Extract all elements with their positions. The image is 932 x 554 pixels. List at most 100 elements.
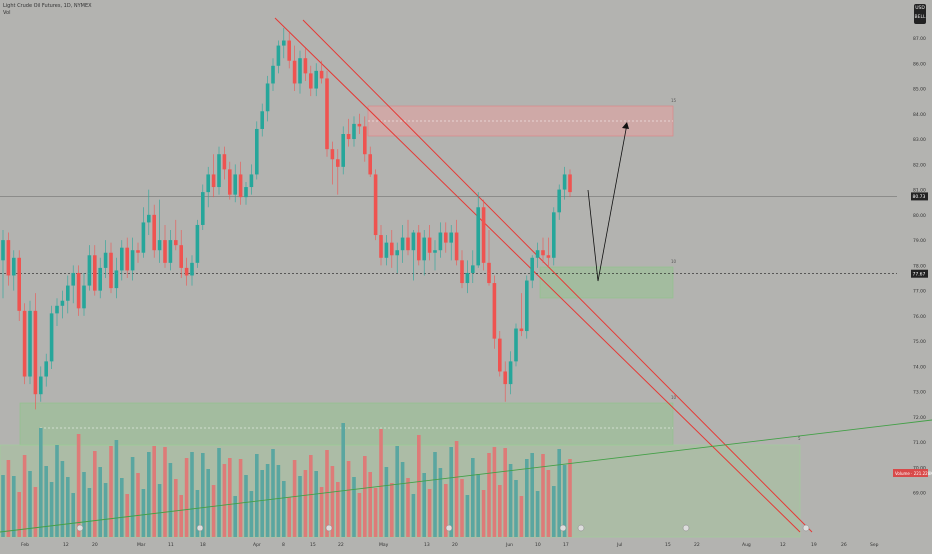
volume-bar (481, 490, 486, 537)
event-marker-icon[interactable] (445, 524, 453, 532)
candle-body (179, 245, 183, 268)
volume-bar (60, 461, 65, 537)
volume-bar (66, 477, 70, 537)
event-marker-icon[interactable] (682, 524, 690, 532)
candle-body (287, 40, 291, 61)
volume-bar (12, 476, 16, 537)
volume-bar (562, 465, 567, 537)
candle-body (49, 313, 54, 362)
event-marker-icon[interactable] (76, 524, 84, 532)
zone-tag: 15 (671, 98, 677, 103)
candles-layer (1, 27, 572, 410)
candle-body (508, 361, 513, 385)
candle-body (206, 174, 210, 193)
x-tick-label: Apr (253, 542, 261, 548)
candle-body (265, 83, 270, 112)
candle-body (557, 189, 561, 213)
x-tick-label: 8 (282, 542, 285, 548)
x-tick-label: Sep (870, 542, 879, 548)
candle-body (384, 242, 389, 258)
price-tag-label: 77.67 (913, 272, 926, 278)
candle-body (368, 154, 372, 175)
event-marker-icon[interactable] (559, 524, 567, 532)
volume-bar (363, 456, 367, 537)
event-marker-icon[interactable] (802, 524, 810, 532)
candle-body (503, 371, 507, 385)
event-marker-icon[interactable] (196, 524, 204, 532)
price-tag-label: 80.73 (913, 194, 926, 200)
volume-bar (276, 465, 281, 537)
candle-body (249, 174, 254, 188)
zone-tag: 10 (671, 259, 677, 264)
candle-body (28, 310, 32, 377)
demand-zone-mid (539, 266, 674, 299)
candle-body (174, 240, 178, 246)
x-tick-label: 12 (63, 542, 69, 548)
volume-bar (184, 458, 189, 537)
volume-bar (141, 489, 146, 537)
candle-body (336, 159, 340, 167)
y-tick-label: 74.00 (913, 364, 926, 370)
volume-bar (206, 469, 210, 537)
volume-bar (465, 495, 470, 537)
candle-body (514, 328, 518, 362)
candle-body (98, 267, 102, 291)
currency-badge[interactable]: USD BELL (914, 4, 926, 24)
projection-path (587, 123, 628, 282)
x-tick-label: 11 (168, 542, 174, 548)
candle-body (373, 174, 378, 236)
candle-body (228, 169, 232, 195)
x-tick-label: 22 (694, 542, 700, 548)
volume-bar (373, 488, 378, 537)
trendline-red-lower (302, 19, 813, 533)
event-marker-icon[interactable] (577, 524, 585, 532)
volume-bar (336, 482, 340, 537)
candle-body (103, 252, 108, 268)
y-tick-label: 83.00 (913, 137, 926, 143)
x-tick-label: 26 (841, 542, 847, 548)
volume-bar (201, 453, 205, 537)
volume-bar (287, 497, 291, 537)
volume-bar (460, 479, 464, 537)
x-tick-label: Jun (505, 542, 513, 548)
volume-bar (346, 461, 351, 537)
candle-body (309, 73, 313, 89)
candle-body (238, 174, 243, 198)
candle-body (427, 237, 432, 253)
zone-tag: 5 (798, 436, 801, 441)
candle-body (460, 260, 464, 284)
volume-bar (49, 482, 54, 537)
candle-body (147, 214, 151, 223)
volume-bar (498, 485, 502, 537)
volume-bar (390, 483, 394, 537)
event-marker-icon[interactable] (325, 524, 333, 532)
volume-layer (1, 423, 572, 537)
candle-body (562, 174, 567, 190)
candle-body (109, 252, 113, 289)
volume-bar (125, 494, 129, 537)
x-tick-label: 22 (338, 542, 344, 548)
volume-bar (168, 463, 173, 537)
y-tick-label: 75.00 (913, 339, 926, 345)
volume-bar (271, 449, 275, 537)
candle-body (184, 267, 189, 276)
candle-body (82, 285, 86, 309)
x-tick-label: Aug (742, 542, 751, 548)
volume-bar (395, 446, 399, 537)
candle-body (471, 265, 475, 273)
volume-bar (546, 470, 551, 537)
volume-bar (120, 478, 124, 537)
candle-body (217, 154, 221, 188)
y-tick-label: 80.00 (913, 213, 926, 219)
volume-bar (71, 493, 75, 537)
x-tick-label: 20 (92, 542, 98, 548)
volume-bar (492, 447, 497, 537)
candle-body (519, 328, 524, 332)
y-tick-label: 73.00 (913, 390, 926, 396)
volume-bar (1, 475, 5, 537)
candle-body (400, 237, 405, 251)
candle-body (341, 134, 345, 167)
y-tick-label: 85.00 (913, 87, 926, 93)
